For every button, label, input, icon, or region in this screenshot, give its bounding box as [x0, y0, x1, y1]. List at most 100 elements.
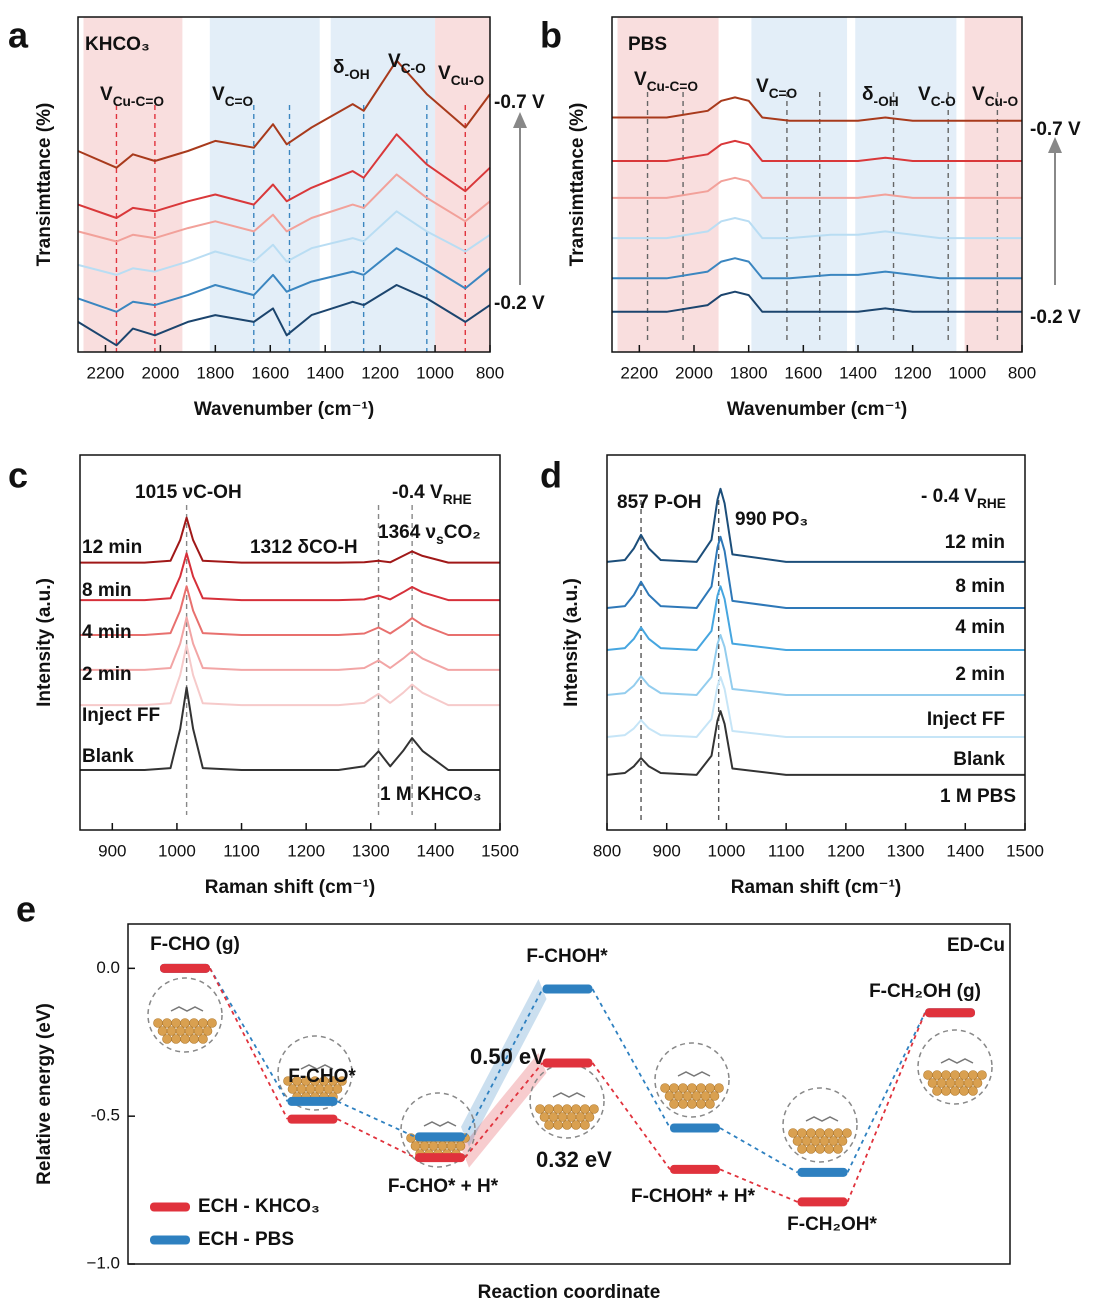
- x-tick-label: 1000: [948, 363, 986, 382]
- annotation: VCu-C=O: [634, 69, 698, 94]
- spectrum-line: [77, 284, 491, 347]
- atom: [972, 1078, 983, 1088]
- state-label: F-CHO* + H*: [388, 1176, 499, 1197]
- annotation: 0.50 eV: [470, 1044, 546, 1069]
- connector: [209, 967, 289, 1120]
- plot-frame: [606, 454, 1026, 831]
- legend-label: ECH - KHCO₃: [198, 1196, 320, 1217]
- x-tick-label: 1100: [223, 841, 260, 860]
- voltage-arrows: [513, 112, 1062, 285]
- annotation-part: V: [756, 76, 769, 97]
- atom: [198, 1018, 208, 1028]
- spectrum-line: [606, 535, 1025, 609]
- atom: [189, 1018, 199, 1028]
- x-tick-label: 2200: [620, 363, 658, 382]
- highlight-band: [964, 17, 1022, 352]
- atom: [824, 1128, 834, 1138]
- atom: [669, 1083, 679, 1093]
- annotation: -0.4 VRHE: [392, 482, 472, 507]
- atom: [815, 1128, 825, 1138]
- atom: [332, 1084, 343, 1094]
- atom: [198, 1034, 208, 1044]
- atom: [202, 1026, 213, 1036]
- x-tick-label: 900: [98, 841, 126, 860]
- series-label: Blank: [953, 749, 1005, 770]
- energy-level: [797, 1197, 848, 1207]
- spectrum-line: [80, 616, 500, 671]
- annotation: 1312 δCO-H: [250, 537, 358, 558]
- adsorbate-icon: [400, 1092, 476, 1168]
- y-axis-label: Intensity (a.u.): [561, 578, 582, 707]
- atom: [797, 1128, 807, 1138]
- x-tick-label: 1100: [768, 841, 805, 860]
- molecule: [423, 1121, 457, 1127]
- annotation-sub: Cu-O: [451, 73, 485, 88]
- annotation: 1 M PBS: [940, 786, 1016, 807]
- x-axis-label: Raman shift (cm⁻¹): [731, 877, 902, 898]
- atom: [571, 1104, 581, 1114]
- atom: [553, 1104, 563, 1114]
- x-tick-label: 2200: [87, 363, 125, 382]
- atom: [959, 1070, 969, 1080]
- spectrum-line: [80, 516, 500, 564]
- atom: [705, 1083, 715, 1093]
- connector: [209, 967, 289, 1102]
- atom: [797, 1144, 807, 1154]
- spectrum-line: [606, 634, 1025, 696]
- atom: [687, 1099, 697, 1109]
- annotation-sub: Cu-O: [985, 94, 1019, 109]
- y-axis-label: Intensity (a.u.): [34, 578, 55, 707]
- atom: [166, 1026, 177, 1036]
- atom: [446, 1141, 457, 1151]
- atom: [548, 1112, 559, 1122]
- state-label: F-CH₂OH*: [787, 1214, 877, 1235]
- atom: [575, 1112, 586, 1122]
- annotation-part: V: [634, 69, 647, 90]
- x-tick-label: 1400: [306, 363, 344, 382]
- annotation-part: CO₂: [444, 522, 481, 543]
- x-axis-label: Raman shift (cm⁻¹): [205, 877, 376, 898]
- x-tick-label: 1400: [416, 841, 454, 860]
- atom: [544, 1104, 554, 1114]
- adsorbate-icon: [782, 1087, 858, 1163]
- atom: [950, 1086, 960, 1096]
- atom: [535, 1104, 545, 1114]
- annotation-sub: Cu-C=O: [647, 79, 699, 94]
- annotation-sub: -OH: [874, 94, 899, 109]
- energy-level: [670, 1123, 720, 1133]
- legend-swatch: [150, 1235, 190, 1245]
- series-label: 8 min: [82, 580, 132, 601]
- energy-level: [160, 963, 210, 973]
- spectrum-line: [77, 59, 491, 169]
- highlight-band: [330, 17, 436, 352]
- atom: [580, 1104, 590, 1114]
- arrowhead: [513, 112, 527, 128]
- annotation: δ-OH: [333, 57, 370, 82]
- annotation: 1364 νsCO₂: [378, 522, 481, 547]
- adsorbate-icon: [147, 977, 223, 1053]
- annotation: VC-O: [918, 84, 956, 109]
- series-label: Blank: [82, 746, 134, 767]
- plot-frame: [77, 16, 491, 353]
- annotation-sub: s: [436, 532, 444, 547]
- plot-frame: [611, 16, 1023, 353]
- series-label: 12 min: [945, 532, 1005, 553]
- annotation: 1015 νC-OH: [135, 482, 242, 503]
- annotation-part: δ: [862, 84, 874, 105]
- atom: [936, 1078, 947, 1088]
- annotation: ED-Cu: [947, 935, 1005, 956]
- atom: [945, 1078, 956, 1088]
- energy-level: [287, 1096, 338, 1106]
- highlight-band: [209, 17, 320, 352]
- molecule: [552, 1092, 586, 1098]
- y-axis-label: Transimttance (%): [34, 103, 55, 267]
- atom: [562, 1120, 572, 1130]
- x-axis-label: Wavenumber (cm⁻¹): [194, 399, 374, 420]
- atom: [700, 1091, 711, 1101]
- highlight-band: [855, 17, 957, 352]
- plot-frame: [79, 454, 501, 831]
- atom: [557, 1112, 568, 1122]
- molecule: [940, 1058, 974, 1064]
- atom: [828, 1136, 839, 1146]
- series-label: Inject FF: [82, 705, 160, 726]
